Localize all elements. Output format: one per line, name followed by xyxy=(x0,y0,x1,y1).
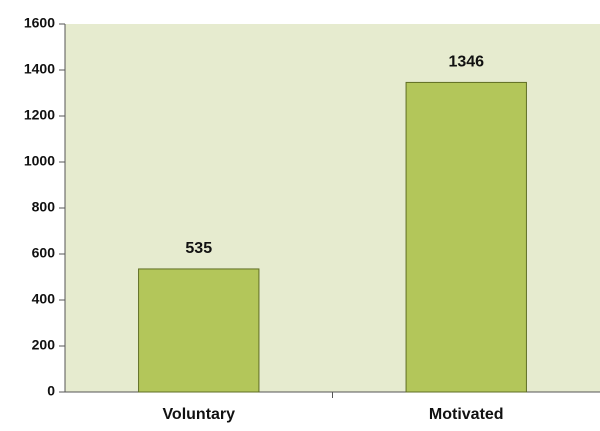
y-tick-label: 1400 xyxy=(24,61,55,77)
y-tick-label: 1200 xyxy=(24,107,55,123)
y-tick-label: 800 xyxy=(32,199,56,215)
x-tick-label: Motivated xyxy=(429,406,504,423)
x-tick-label: Voluntary xyxy=(162,406,235,423)
y-tick-label: 600 xyxy=(32,245,56,261)
y-tick-label: 1600 xyxy=(24,15,55,31)
y-tick-label: 400 xyxy=(32,291,56,307)
bar xyxy=(405,81,527,393)
bar xyxy=(138,268,260,393)
y-tick-label: 1000 xyxy=(24,153,55,169)
data-label: 1346 xyxy=(448,54,484,71)
y-tick-label: 200 xyxy=(32,337,56,353)
y-tick-label: 0 xyxy=(47,383,55,399)
data-label: 535 xyxy=(185,240,212,257)
